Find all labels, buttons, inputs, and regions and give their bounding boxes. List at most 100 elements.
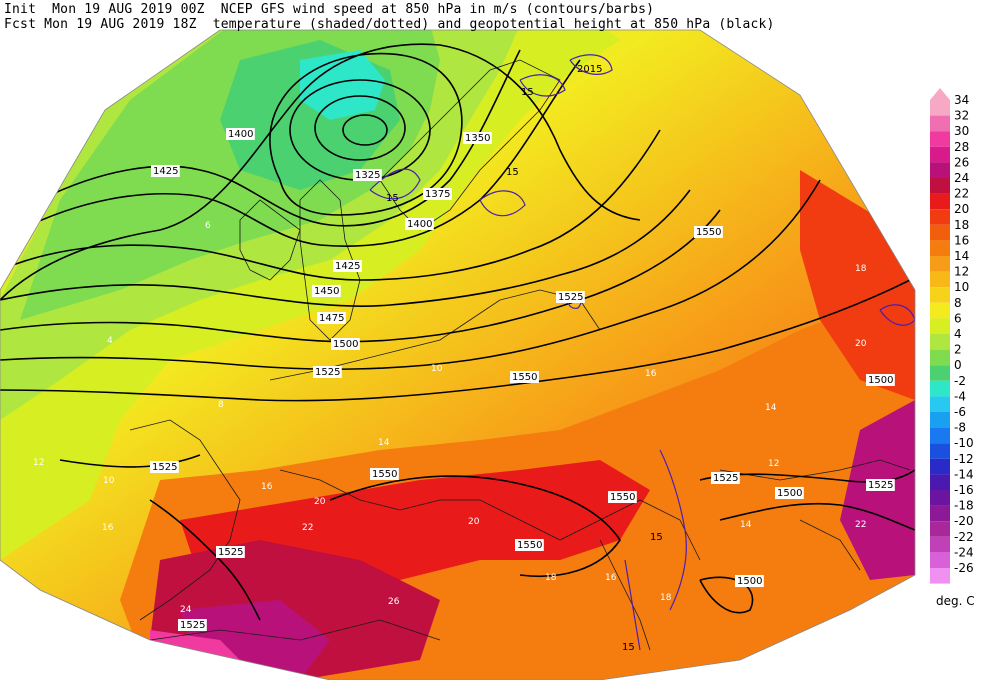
colorbar-tick-label: 14 [954,249,969,263]
height-contour-label: 1400 [407,219,432,230]
height-contour-label: 1500 [333,339,358,350]
height-contour-label-bg [694,226,723,238]
temperature-label: 26 [388,597,400,607]
height-contour-label: 1525 [315,367,340,378]
colorbar-tick-label: 30 [954,124,969,138]
colorbar-swatch [930,490,950,506]
height-contour-label-bg [463,132,492,144]
height-contour-label: 1500 [737,576,762,587]
colorbar-swatch [930,365,950,381]
colorbar-swatch [930,178,950,194]
temperature-label: 18 [660,593,672,603]
colorbar-swatch [930,521,950,537]
colorbar-tick-label: 34 [954,93,969,107]
wind-speed-label: 15 [506,167,519,178]
height-contour-label: 1550 [372,469,397,480]
height-contour-label-bg [312,285,341,297]
colorbar-tick-label: 10 [954,280,969,294]
temperature-label: 20 [314,497,326,507]
height-labels: 1400 1425 1325 1350 1375 1400 1425 1450 1475 1500… [150,128,895,631]
height-contour-label: 1350 [465,133,490,144]
colorbar: 3432302826242220181614121086420-2-4-6-8-… [930,88,974,584]
colorbar-top-arrow [930,88,950,100]
colorbar-swatch [930,287,950,303]
temperature-label: 10 [103,476,115,486]
temperature-label: 16 [605,573,617,583]
colorbar-swatch [930,271,950,288]
height-contour-label: 1550 [696,227,721,238]
height-contour-label: 1450 [314,286,339,297]
colorbar-tick-label: 26 [954,155,969,169]
colorbar-swatch [930,115,950,132]
low-center-region [300,50,385,120]
height-contour-label: 1525 [868,480,893,491]
temperature-label: 16 [102,523,114,533]
colorbar-swatch [930,162,950,178]
height-contour-label-bg [735,575,764,587]
height-contour-label: 1525 [152,462,177,473]
height-contour-label: 1525 [713,473,738,484]
colorbar-swatch [930,443,950,459]
height-contour-label-bg [370,468,399,480]
colorbar-swatch [930,427,950,444]
colorbar-swatch [930,536,950,553]
colorbar-swatch [930,100,950,116]
colorbar-tick-label: 18 [954,218,969,232]
height-contour-label-bg [510,371,539,383]
colorbar-tick-label: -24 [954,545,974,559]
colorbar-tick-label: 2 [954,343,962,357]
temperature-labels: 12 10 6 4 8 14 16 20 18 16 22 20 24 26 18 14 16 12 10 20 22 1… [33,221,867,615]
colorbar-tick-label: 24 [954,171,969,185]
height-contour-label: 1525 [558,292,583,303]
height-contour-label-bg [556,291,585,303]
height-contour-label: 1525 [180,620,205,631]
temperature-label: 14 [740,520,752,530]
temperature-label: 16 [261,482,273,492]
temperature-label: 24 [180,605,192,615]
colorbar-swatch [930,552,950,568]
colorbar-tick-label: 6 [954,311,962,325]
height-contour-label-bg [353,169,382,181]
height-contour-label: 1550 [517,540,542,551]
height-contour-label-bg [216,546,245,558]
height-contour-label: 1400 [228,129,253,140]
height-contour-label: 1325 [355,170,380,181]
colorbar-swatch [930,240,950,256]
height-contour-label: 1475 [319,313,344,324]
colorbar-tick-label: 4 [954,327,962,341]
colorbar-swatch [930,474,950,490]
height-contour-label: 1425 [335,261,360,272]
temperature-label: 22 [855,520,866,530]
temperature-label: 20 [855,339,867,349]
temperature-label: 10 [431,364,443,374]
height-contour-label-bg [711,472,740,484]
colorbar-tick-label: 8 [954,296,962,310]
height-contour-label: 1525 [218,547,243,558]
header-forecast-line: Fcst Mon 19 AUG 2019 18Z temperature (sh… [4,17,775,32]
colorbar-units: deg. C [936,594,975,608]
temperature-label: 4 [107,336,113,346]
colorbar-swatch [930,318,950,334]
temperature-label: 12 [33,458,44,468]
height-contour-label: 1375 [425,189,450,200]
colorbar-tick-label: -18 [954,499,974,513]
temperature-label: 22 [302,523,313,533]
colorbar-tick-label: -26 [954,561,974,575]
colorbar-tick-label: -12 [954,452,974,466]
temperature-label: 6 [205,221,211,231]
temperature-label: 18 [545,573,557,583]
wind-labels: 15 15 15 2015 15 15 [386,64,663,653]
colorbar-swatch [930,568,950,584]
temperature-label: 12 [768,459,779,469]
wind-speed-label: 2015 [577,64,602,75]
height-contour-label-bg [151,165,180,177]
wind-speed-label: 15 [622,642,635,653]
colorbar-tick-label: -22 [954,530,974,544]
temperature-label: 14 [765,403,777,413]
colorbar-tick-label: -14 [954,467,974,481]
height-contour-label: 1550 [512,372,537,383]
colorbar-swatch [930,396,950,412]
temperature-label: 18 [855,264,867,274]
temperature-label: 14 [378,438,390,448]
